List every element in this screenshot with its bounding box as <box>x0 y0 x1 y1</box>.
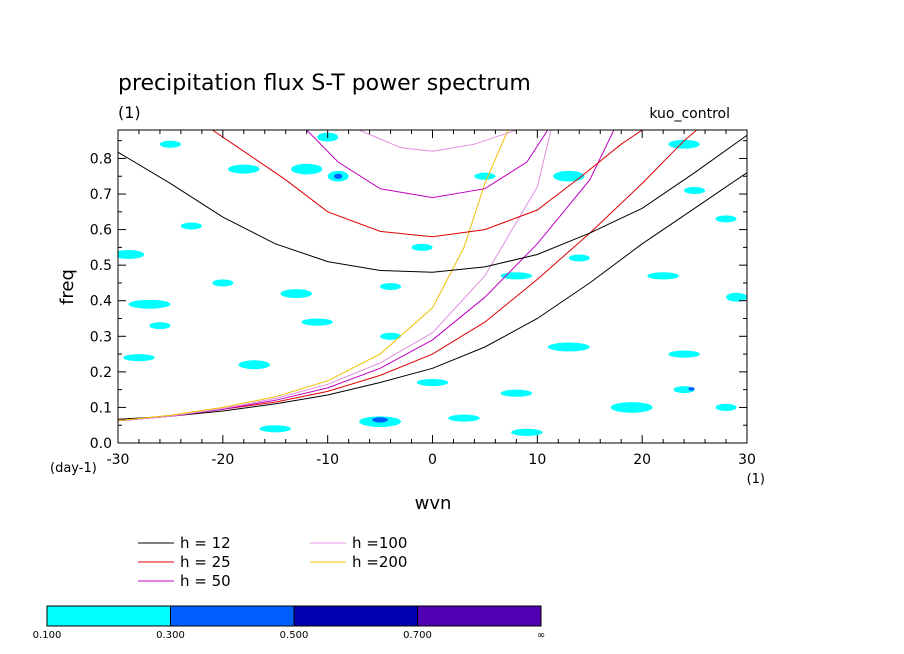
plot-area: -30 -20 -10 0 10 20 30 0.0 0.1 0.2 0.3 0.4 0.5 0.6 0.7… <box>90 129 756 468</box>
colorbar-swatch-3 <box>417 605 542 627</box>
contour-region-38 <box>411 243 433 251</box>
dispersion-curves <box>118 130 747 422</box>
contour-region-21 <box>301 318 333 326</box>
contour-region-12 <box>212 279 234 287</box>
contour-region-20 <box>149 322 171 330</box>
contour-region-0 <box>290 163 323 175</box>
x-tick-label-4: 10 <box>528 452 546 468</box>
chart-subtitle-left: (1) <box>118 103 141 122</box>
colorbar-label-4: ∞ <box>537 630 545 641</box>
contour-region-23 <box>547 342 590 352</box>
contour-region-2 <box>333 173 343 179</box>
contour-region-3 <box>180 222 202 230</box>
x-tick-label-1: -20 <box>211 452 234 468</box>
y-tick-label-0: 0.0 <box>90 436 112 452</box>
contour-region-19 <box>726 292 747 302</box>
contour-region-11 <box>118 250 145 259</box>
x-tick-label-0: -30 <box>107 452 130 468</box>
contour-region-39 <box>448 414 480 422</box>
y-tick-label-1: 0.1 <box>90 400 112 416</box>
contour-region-17 <box>568 254 590 262</box>
contour-region-34 <box>259 425 291 433</box>
x-tick-label-3: 0 <box>428 452 437 468</box>
contour-region-33 <box>688 387 695 391</box>
contour-region-31 <box>372 417 388 423</box>
curve-h200-4 <box>118 130 509 422</box>
contour-region-9 <box>668 139 700 149</box>
contour-shading <box>118 132 747 436</box>
contour-region-28 <box>500 389 533 397</box>
contour-region-13 <box>128 299 171 309</box>
curve-h100-8 <box>358 130 517 152</box>
x-axis-label: wvn <box>415 493 452 514</box>
colorbar-swatch-2 <box>293 605 418 627</box>
contour-region-29 <box>610 402 653 413</box>
curve-h25-6 <box>212 130 643 238</box>
y-tick-label-3: 0.3 <box>90 329 112 345</box>
x-tick-label-6: 30 <box>738 452 756 468</box>
contour-region-16 <box>500 272 533 280</box>
y-tick-label-8: 0.8 <box>90 151 112 167</box>
y-axis-unit: (day-1) <box>50 461 97 476</box>
axis-ticks: -30 -20 -10 0 10 20 30 0.0 0.1 0.2 0.3 0.4 0.5 0.6 0.7… <box>90 130 756 468</box>
legend-item-4: h =200 <box>310 553 407 571</box>
legend-label-3: h =100 <box>352 534 407 552</box>
contour-region-27 <box>416 378 449 387</box>
curve-h100-3 <box>118 130 552 422</box>
colorbar: 0.100 0.300 0.500 0.700 ∞ <box>33 605 545 641</box>
curve-h12-0 <box>118 172 747 420</box>
contour-region-14 <box>280 289 312 299</box>
legend-label-1: h = 25 <box>180 553 231 571</box>
contour-region-37 <box>715 215 737 223</box>
y-tick-label-4: 0.4 <box>90 294 112 310</box>
y-axis-label: freq <box>57 269 78 305</box>
curve-h25-1 <box>118 130 698 422</box>
curve-h12-5 <box>118 134 747 273</box>
colorbar-swatch-0 <box>46 605 171 627</box>
x-axis-unit: (1) <box>747 472 765 487</box>
y-tick-label-6: 0.6 <box>90 223 112 239</box>
y-tick-label-2: 0.2 <box>90 365 112 381</box>
contour-region-26 <box>238 360 271 370</box>
legend-item-1: h = 25 <box>138 553 231 571</box>
chart-title: precipitation flux S-T power spectrum <box>118 71 531 96</box>
colorbar-label-2: 0.500 <box>280 630 309 641</box>
contour-region-24 <box>668 350 700 358</box>
legend-item-3: h =100 <box>310 534 407 552</box>
colorbar-label-0: 0.100 <box>33 630 62 641</box>
legend-label-0: h = 12 <box>180 534 231 552</box>
x-tick-label-2: -10 <box>316 452 339 468</box>
curve-h50-2 <box>118 130 615 422</box>
contour-region-8 <box>553 170 585 182</box>
contour-region-7 <box>474 172 496 180</box>
chart-subtitle-right: kuo_control <box>649 106 730 122</box>
legend-item-0: h = 12 <box>138 534 231 552</box>
contour-region-22 <box>380 332 402 340</box>
y-tick-label-7: 0.7 <box>90 187 112 203</box>
legend-label-2: h = 50 <box>180 572 231 590</box>
contour-region-25 <box>123 354 155 362</box>
colorbar-swatch-1 <box>170 605 295 627</box>
legend-item-2: h = 50 <box>138 572 231 590</box>
contour-region-5 <box>159 140 181 148</box>
colorbar-label-1: 0.300 <box>156 630 185 641</box>
plot-frame <box>117 129 748 444</box>
contour-region-15 <box>380 282 402 291</box>
contour-region-35 <box>511 428 543 436</box>
contour-region-4 <box>228 164 260 174</box>
curve-h50-7 <box>306 130 549 199</box>
contour-region-10 <box>684 186 706 195</box>
colorbar-label-3: 0.700 <box>403 630 432 641</box>
contour-region-18 <box>647 272 679 280</box>
y-tick-label-5: 0.5 <box>90 258 112 274</box>
x-tick-label-5: 20 <box>633 452 651 468</box>
contour-region-36 <box>715 403 737 411</box>
legend-label-4: h =200 <box>352 553 407 571</box>
